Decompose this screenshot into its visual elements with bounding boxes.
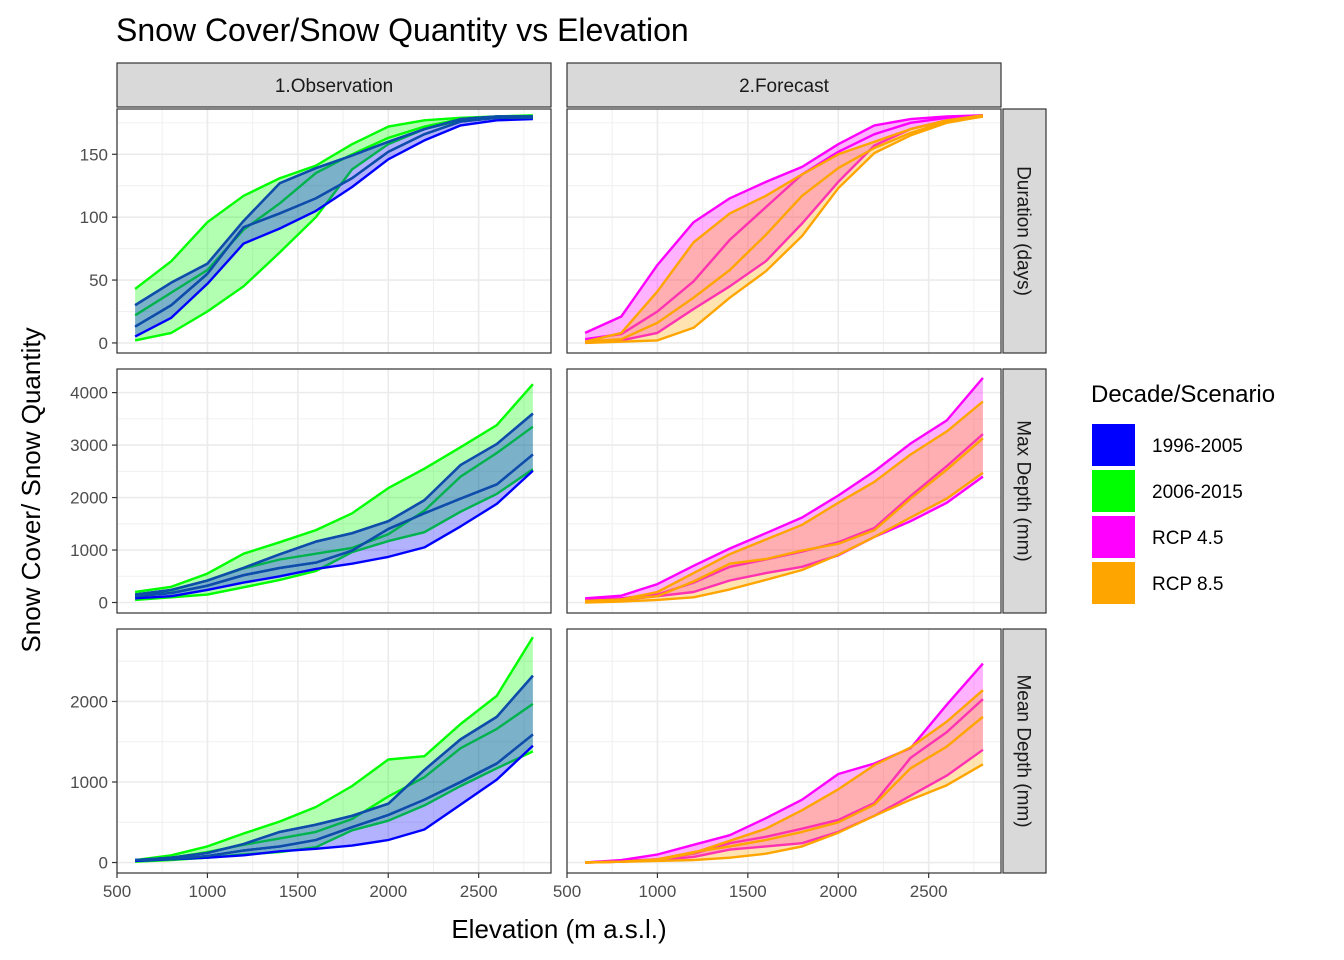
row-strip-label: Duration (days) — [1013, 166, 1034, 296]
series-1996-2005 — [135, 674, 534, 863]
series-line-lower — [135, 468, 534, 602]
y-tick-label: 4000 — [70, 384, 108, 403]
series-line-lower — [135, 744, 534, 863]
series-line-mid — [585, 437, 984, 603]
series-rcp-8-5 — [585, 689, 984, 864]
series-line-mid-overlay — [134, 453, 534, 598]
x-tick-label: 1500 — [729, 882, 767, 901]
panel-1-observation-mean-depth-mm: 0 1000 2000 500 1000 1500 2000 2500 — [70, 628, 552, 901]
series-line-mid — [584, 114, 983, 341]
series-line-lower — [585, 763, 984, 864]
row-strip-label: Max Depth (mm) — [1013, 420, 1034, 561]
series-line-lower — [134, 117, 533, 338]
y-tick-label: 50 — [89, 271, 108, 290]
series-line-mid — [585, 115, 984, 343]
row-strip-label: Mean Depth (mm) — [1013, 674, 1034, 827]
column-strip-label: 2.Forecast — [739, 76, 829, 97]
legend-label: RCP 4.5 — [1152, 528, 1223, 549]
row-strip — [1002, 368, 1047, 614]
y-tick-label: 1000 — [70, 541, 108, 560]
ribbon-area — [585, 115, 983, 343]
series-line-upper — [585, 377, 984, 600]
series-1996-2005 — [134, 115, 533, 338]
chart-title: Snow Cover/Snow Quantity vs Elevation — [116, 12, 689, 48]
panel-2-forecast-duration-days — [566, 108, 1002, 354]
series-rcp-8-5 — [585, 400, 984, 604]
panel-border — [116, 628, 552, 874]
panel-border — [566, 628, 1002, 874]
series-line-mid-overlay — [134, 116, 533, 328]
column-strip-label: 1.Observation — [275, 76, 393, 97]
series-line-upper — [584, 114, 983, 334]
panel-2-forecast-max-depth-mm — [566, 368, 1002, 614]
legend-swatch — [1092, 562, 1135, 604]
series-line-mid — [585, 715, 984, 864]
series-rcp-8-5 — [584, 114, 984, 345]
series-line-upper-overlay — [135, 674, 534, 862]
x-tick-label: 1500 — [279, 882, 317, 901]
y-tick-label: 2000 — [70, 692, 108, 711]
legend-label: RCP 8.5 — [1152, 574, 1223, 595]
panel-2-forecast-mean-depth-mm: 500 1000 1500 2000 2500 — [553, 628, 1002, 901]
x-tick-label: 2500 — [910, 882, 948, 901]
x-tick-label: 2000 — [369, 882, 407, 901]
y-tick-label: 0 — [99, 334, 108, 353]
y-tick-label: 3000 — [70, 436, 108, 455]
legend-swatch — [1092, 424, 1135, 466]
legend: Decade/Scenario 1996-2005 2006-2015 RCP 4.… — [1091, 381, 1275, 604]
y-tick-label: 1000 — [70, 773, 108, 792]
series-line-lower — [585, 471, 984, 604]
y-tick-label: 0 — [99, 854, 108, 873]
series-line-upper — [585, 662, 984, 864]
series-line-upper — [134, 636, 534, 862]
legend-swatch — [1092, 516, 1135, 558]
series-line-upper — [584, 114, 984, 343]
row-strip — [1002, 628, 1047, 874]
series-line-upper — [585, 400, 984, 603]
ribbon-area — [585, 401, 983, 603]
legend-swatch — [1092, 470, 1135, 512]
panel-border — [116, 368, 552, 614]
series-line-upper — [134, 383, 534, 594]
panel-1-observation-duration-days: 0 50 100 150 — [80, 108, 552, 354]
ribbon-area — [135, 115, 533, 341]
series-line-upper-overlay — [134, 412, 534, 596]
panel-border — [566, 108, 1002, 354]
ribbon-area — [135, 637, 533, 862]
y-tick-label: 2000 — [70, 489, 108, 508]
y-tick-label: 0 — [99, 594, 108, 613]
ribbon-area — [135, 413, 533, 599]
x-tick-label: 500 — [103, 882, 131, 901]
legend-label: 2006-2015 — [1152, 482, 1243, 503]
ribbon-area — [135, 675, 533, 861]
facet-panels: 1.Observation 2.Forecast Duration (days) Ma… — [70, 62, 1047, 901]
series-1996-2005 — [134, 412, 534, 600]
x-tick-label: 1000 — [189, 882, 227, 901]
y-tick-label: 100 — [80, 208, 108, 227]
series-line-lower — [135, 469, 534, 600]
column-strip — [566, 62, 1002, 108]
legend-label: 1996-2005 — [1152, 436, 1243, 457]
x-tick-label: 500 — [553, 882, 581, 901]
row-strip — [1002, 108, 1047, 354]
panel-border — [566, 368, 1002, 614]
x-axis-title: Elevation (m a.s.l.) — [451, 914, 666, 944]
x-tick-label: 1000 — [639, 882, 677, 901]
series-line-mid-overlay — [135, 733, 534, 862]
ribbon-area — [585, 663, 983, 863]
column-strip — [116, 62, 552, 108]
y-axis-title: Snow Cover/ Snow Quantity — [16, 327, 46, 652]
panel-border — [116, 108, 552, 354]
ribbon-area — [585, 115, 983, 343]
x-tick-label: 2500 — [460, 882, 498, 901]
series-line-lower — [585, 115, 984, 345]
y-tick-label: 150 — [80, 145, 108, 164]
series-line-upper-overlay — [134, 115, 533, 307]
panel-1-observation-max-depth-mm: 0 1000 2000 3000 4000 — [70, 368, 552, 614]
legend-title: Decade/Scenario — [1091, 381, 1275, 408]
x-tick-label: 2000 — [819, 882, 857, 901]
